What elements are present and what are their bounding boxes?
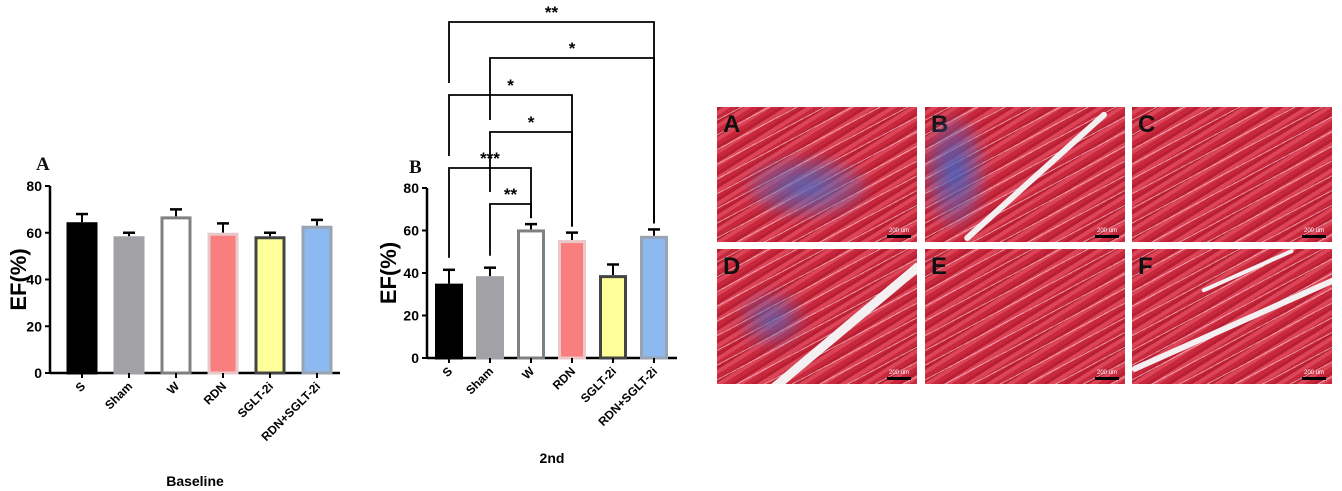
scale-bar: 200 um bbox=[887, 228, 911, 238]
histology-panel-b: B 200 um bbox=[925, 107, 1125, 242]
bar-w bbox=[160, 216, 192, 375]
scale-bar: 200 um bbox=[1302, 370, 1326, 380]
x-tick-label: S bbox=[440, 364, 456, 380]
histology-letter: E bbox=[931, 253, 948, 280]
x-tick-label: SGLT-2i bbox=[235, 379, 276, 420]
bar-sglt-2i bbox=[599, 275, 627, 360]
panel-label-a: A bbox=[36, 154, 50, 175]
y-tick-label: 20 bbox=[26, 318, 42, 334]
histology-letter: A bbox=[723, 111, 741, 138]
x-axis-label: Baseline bbox=[166, 473, 224, 489]
y-axis-label: EF(%) bbox=[6, 248, 31, 310]
significance-label: * bbox=[507, 76, 514, 95]
x-tick-label: SGLT-2i bbox=[578, 364, 619, 405]
x-tick-label: Sham bbox=[102, 379, 135, 412]
significance-bracket bbox=[448, 21, 655, 224]
y-tick-label: 40 bbox=[403, 265, 419, 281]
y-tick-label: 40 bbox=[26, 272, 42, 288]
bar-rdn bbox=[558, 240, 586, 360]
significance-label: * bbox=[528, 113, 535, 132]
significance-label: ** bbox=[545, 3, 559, 22]
bar-sglt-2i bbox=[254, 236, 286, 375]
x-tick-label: RDN bbox=[201, 379, 229, 407]
scale-bar: 200 um bbox=[1095, 228, 1119, 238]
bar-s bbox=[66, 222, 98, 375]
x-tick-label: S bbox=[73, 379, 89, 395]
bar-sham bbox=[113, 236, 145, 375]
x-tick-label: W bbox=[519, 364, 537, 382]
significance-bracket bbox=[448, 94, 573, 227]
y-tick-label: 60 bbox=[26, 225, 42, 241]
panel-label-b: B bbox=[409, 157, 422, 178]
histology-panel-f: F 200 um bbox=[1132, 249, 1332, 384]
histology-panel-a: A 200 um bbox=[717, 107, 917, 242]
x-axis-label: 2nd bbox=[540, 450, 565, 466]
scale-bar: 200 um bbox=[1302, 228, 1326, 238]
y-tick-label: 60 bbox=[403, 223, 419, 239]
x-tick-label: Sham bbox=[463, 364, 496, 397]
significance-bracket bbox=[489, 203, 532, 256]
histology-letter: B bbox=[931, 111, 949, 138]
histology-letter: C bbox=[1138, 111, 1156, 138]
bar-s bbox=[435, 283, 463, 360]
x-tick-label: RDN bbox=[550, 364, 578, 392]
bar-rdn-sglt-2i bbox=[640, 235, 668, 360]
significance-bracket bbox=[489, 57, 655, 224]
significance-label: *** bbox=[480, 149, 500, 168]
significance-label: * bbox=[569, 39, 576, 58]
histology-letter: F bbox=[1138, 253, 1153, 280]
histology-panel-d: D 200 um bbox=[717, 249, 917, 384]
histology-letter: D bbox=[723, 253, 741, 280]
bar-w bbox=[517, 229, 545, 360]
x-tick-label: W bbox=[164, 379, 182, 397]
significance-label: ** bbox=[504, 185, 518, 204]
histology-panel-c: C 200 um bbox=[1132, 107, 1332, 242]
bar-sham bbox=[476, 276, 504, 360]
y-tick-label: 80 bbox=[403, 180, 419, 196]
y-tick-label: 80 bbox=[26, 178, 42, 194]
y-tick-label: 0 bbox=[411, 350, 419, 366]
scale-bar: 200 um bbox=[1095, 370, 1119, 380]
significance-bracket bbox=[489, 131, 573, 227]
bar-rdn-sglt-2i bbox=[301, 225, 333, 375]
histology-panel-e: E 200 um bbox=[925, 249, 1125, 384]
bar-rdn bbox=[207, 232, 239, 375]
y-tick-label: 0 bbox=[34, 365, 42, 381]
y-tick-label: 20 bbox=[403, 308, 419, 324]
significance-bracket bbox=[448, 167, 532, 258]
y-axis-label: EF(%) bbox=[376, 242, 401, 304]
scale-bar: 200 um bbox=[887, 370, 911, 380]
